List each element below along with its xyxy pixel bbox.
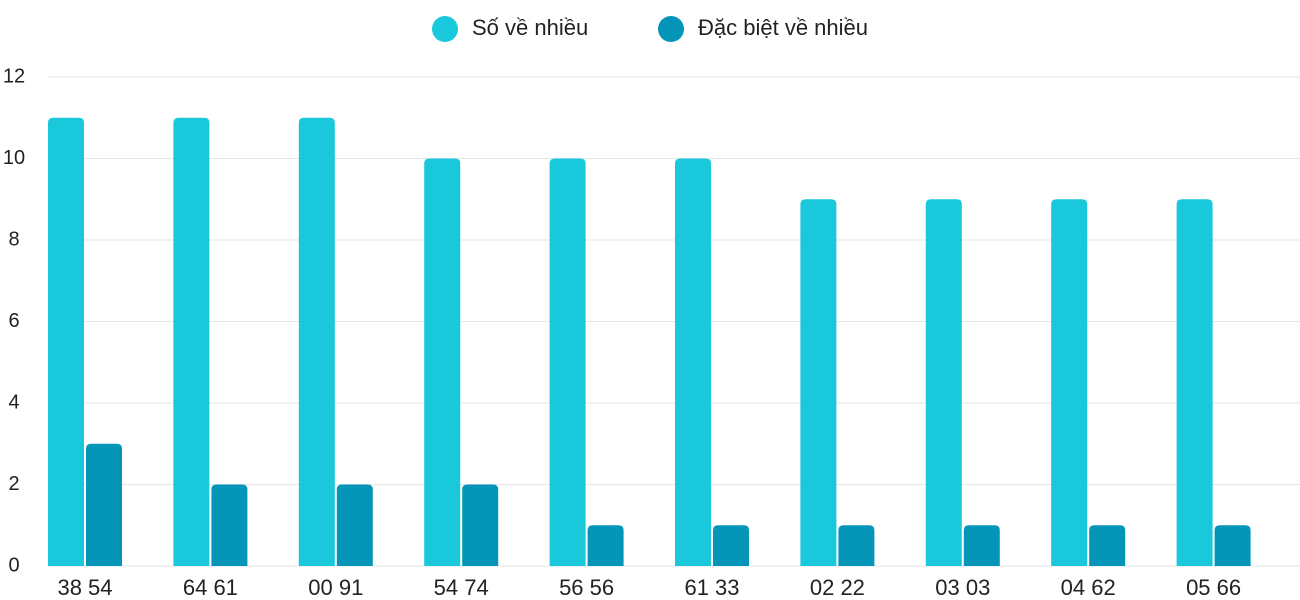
bar: [298, 117, 335, 566]
bar: [838, 525, 875, 566]
y-tick-label: 6: [8, 310, 19, 332]
bar: [211, 484, 248, 566]
bar: [549, 158, 586, 566]
x-tick-label: 03 03: [935, 575, 990, 600]
bar: [424, 158, 461, 566]
x-tick-label: 54 74: [434, 575, 489, 600]
x-tick-label: 05 66: [1186, 575, 1241, 600]
x-tick-label: 64 61: [183, 575, 238, 600]
x-tick-label: 56 56: [559, 575, 614, 600]
bar: [587, 525, 624, 566]
bar: [173, 117, 210, 566]
x-tick-label: 04 62: [1061, 575, 1116, 600]
bar: [1176, 199, 1213, 566]
y-tick-label: 10: [3, 147, 25, 169]
bar: [963, 525, 1000, 566]
x-tick-label: 00 91: [308, 575, 363, 600]
legend-label: Số về nhiều: [472, 15, 588, 40]
bar: [336, 484, 373, 566]
bar: [1089, 525, 1126, 566]
bar: [48, 117, 84, 566]
bar: [1214, 525, 1251, 566]
x-tick-label: 02 22: [810, 575, 865, 600]
bar: [1051, 199, 1088, 566]
bar: [675, 158, 711, 566]
x-tick-label: 38 54: [57, 575, 112, 600]
legend-marker: [658, 16, 684, 42]
legend-marker: [432, 16, 458, 42]
x-tick-label: 61 33: [684, 575, 739, 600]
bar: [86, 443, 122, 566]
y-tick-label: 2: [8, 473, 19, 495]
y-tick-label: 8: [8, 228, 19, 250]
y-tick-label: 0: [8, 554, 19, 576]
y-tick-label: 12: [3, 65, 25, 87]
bar: [713, 525, 749, 566]
bar: [800, 199, 837, 566]
y-tick-label: 4: [8, 391, 19, 413]
legend-label: Đặc biệt về nhiều: [698, 15, 868, 40]
bar: [925, 199, 962, 566]
bar: [462, 484, 499, 566]
